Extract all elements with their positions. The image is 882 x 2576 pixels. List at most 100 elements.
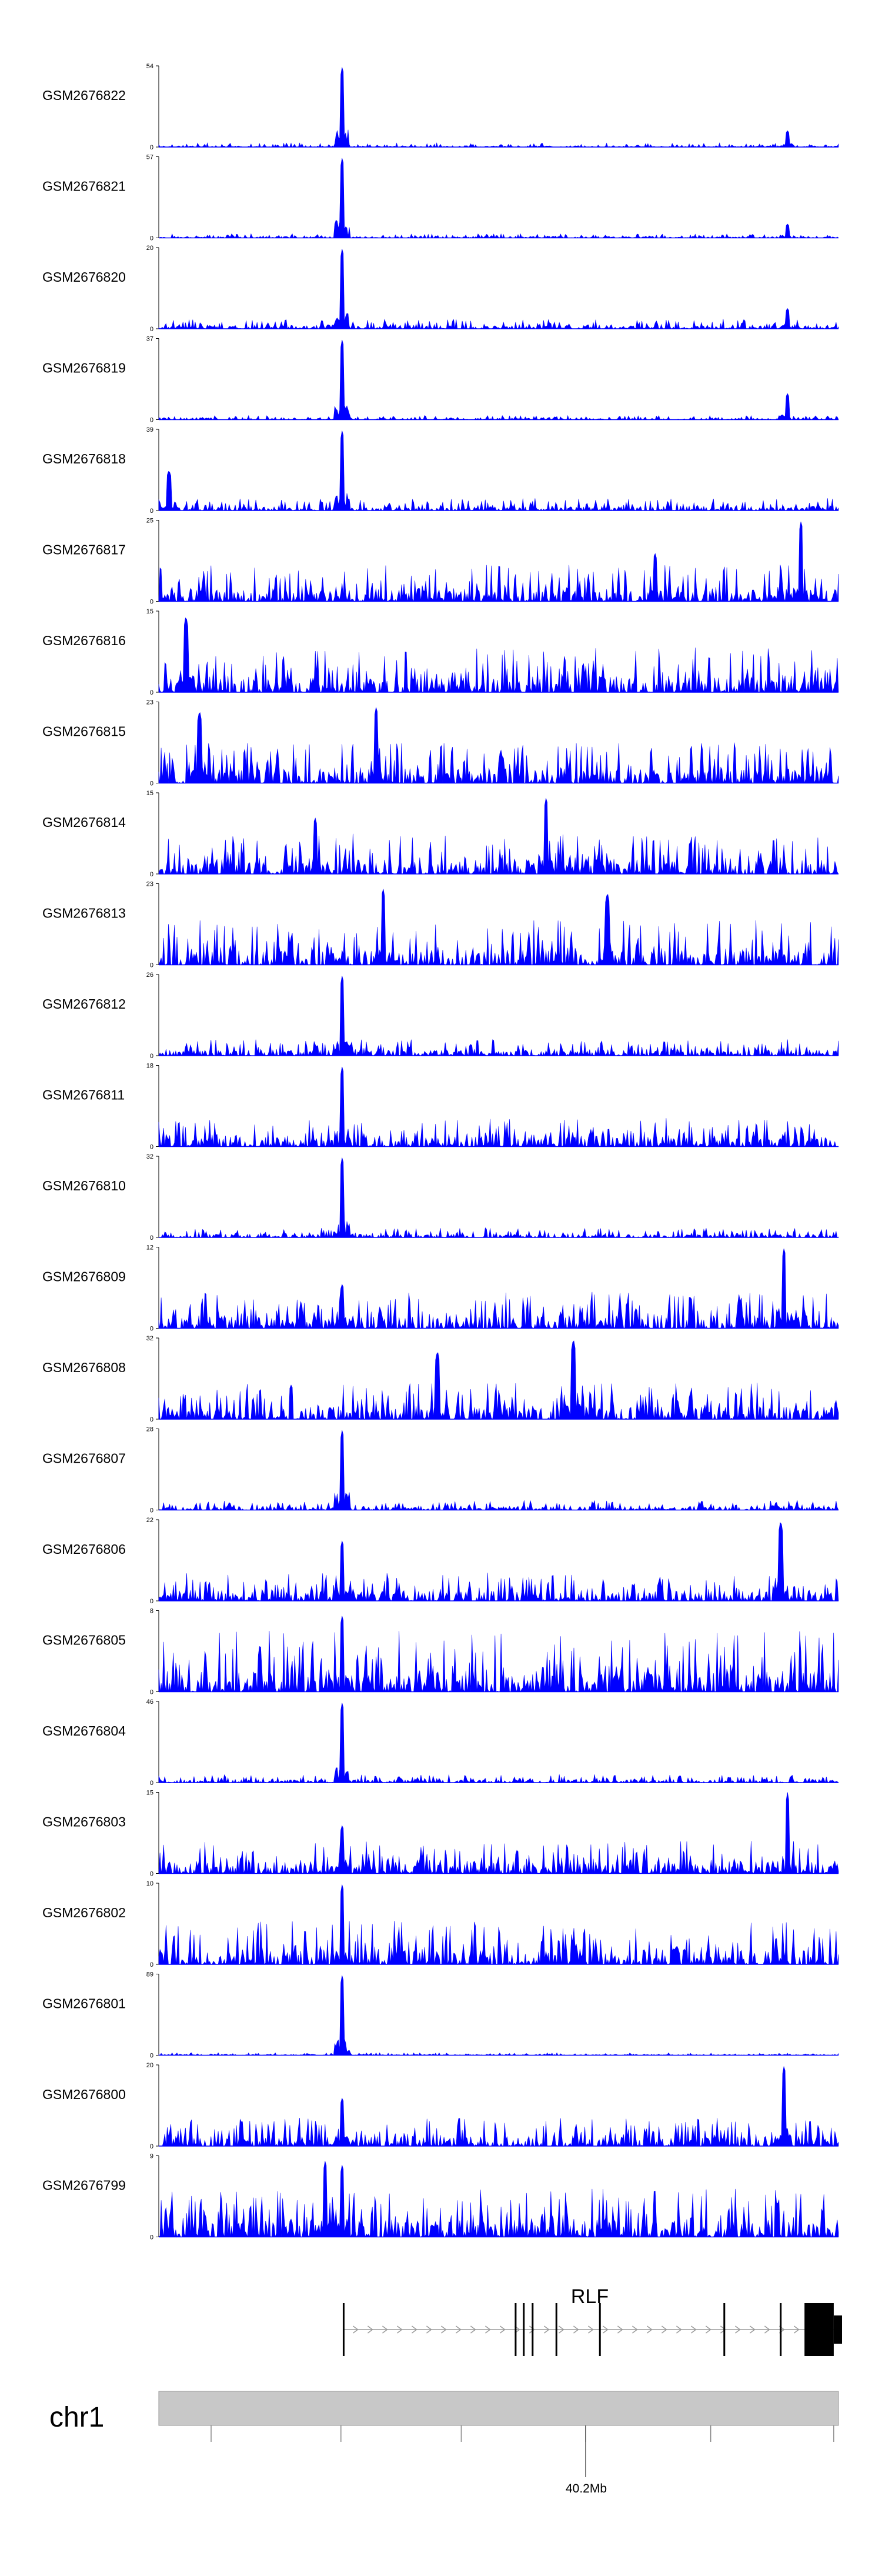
track-label: GSM2676810 [42,1178,126,1193]
y-tick-label-max: 25 [146,518,153,525]
gene-exon [599,2303,601,2356]
gene-exon [555,2303,557,2356]
track-GSM2676806: GSM2676806 22 0 [42,1517,839,1605]
y-tick-label-max: 15 [146,1790,153,1797]
track-label: GSM2676814 [42,815,126,830]
gene-exon [514,2303,517,2356]
gene-exon [723,2303,726,2356]
strand-arrow [367,2325,373,2334]
y-tick-label-max: 9 [150,2153,153,2160]
y-tick-label-min: 0 [150,1507,153,1514]
y-tick-label-max: 23 [146,881,153,888]
y-tick-label-min: 0 [150,1326,153,1333]
track-GSM2676820: GSM2676820 20 0 [42,245,839,333]
signal-area [158,1340,839,1420]
track-GSM2676815: GSM2676815 23 0 [42,699,839,788]
track-label: GSM2676808 [42,1360,126,1375]
y-tick-label-max: 20 [146,2062,153,2069]
y-tick-label-max: 20 [146,245,153,252]
track-label: GSM2676819 [42,360,126,375]
track-GSM2676812: GSM2676812 26 0 [42,972,839,1060]
strand-arrow [455,2325,462,2334]
track-label: GSM2676806 [42,1541,126,1557]
gene-exon [523,2303,525,2356]
y-tick-label-min: 0 [150,144,153,151]
track-GSM2676805: GSM2676805 8 0 [42,1608,839,1696]
signal-area [158,1157,839,1239]
track-GSM2676810: GSM2676810 32 0 [42,1153,839,1242]
y-tick-label-max: 15 [146,790,153,797]
signal-area [158,249,839,330]
strand-arrow [573,2325,579,2334]
y-tick-label-max: 37 [146,336,153,343]
strand-arrow [382,2325,388,2334]
strand-arrow [749,2325,756,2334]
track-GSM2676818: GSM2676818 39 0 [42,426,839,515]
track-GSM2676821: GSM2676821 57 0 [42,154,839,242]
strand-arrow [617,2325,623,2334]
signal-area [158,1616,839,1693]
y-tick-label-min: 0 [150,689,153,696]
signal-area [158,2066,839,2147]
track-label: GSM2676802 [42,1905,126,1920]
track-GSM2676804: GSM2676804 46 0 [42,1699,839,1787]
track-GSM2676808: GSM2676808 32 0 [42,1335,839,1423]
track-GSM2676813: GSM2676813 23 0 [42,881,839,969]
strand-arrow [793,2325,800,2334]
signal-area [158,617,839,693]
track-label: GSM2676812 [42,996,126,1012]
y-tick-label-min: 0 [150,780,153,788]
track-GSM2676816: GSM2676816 15 0 [42,608,839,696]
y-tick-label-max: 32 [146,1335,153,1342]
y-tick-label-max: 46 [146,1699,153,1706]
signal-area [158,1975,839,2056]
track-label: GSM2676800 [42,2087,126,2102]
y-tick-label-max: 54 [146,63,153,70]
track-GSM2676811: GSM2676811 18 0 [42,1063,839,1151]
track-label: GSM2676816 [42,633,126,648]
y-tick-label-min: 0 [150,1961,153,1968]
track-label: GSM2676817 [42,542,126,557]
y-tick-label-min: 0 [150,1871,153,1878]
track-label: GSM2676822 [42,88,126,103]
signal-area [158,1792,839,1874]
y-tick-label-max: 12 [146,1244,153,1252]
signal-area [158,976,839,1057]
track-GSM2676822: GSM2676822 54 0 [42,63,839,151]
strand-arrow [602,2325,609,2334]
signal-area [158,158,839,239]
y-tick-label-min: 0 [150,871,153,878]
track-GSM2676807: GSM2676807 28 0 [42,1426,839,1514]
y-tick-label-min: 0 [150,1598,153,1605]
y-tick-label-max: 15 [146,608,153,615]
y-tick-label-min: 0 [150,599,153,606]
y-tick-label-min: 0 [150,962,153,969]
gene-utr-tail [833,2315,842,2344]
y-tick-label-min: 0 [150,1416,153,1423]
track-GSM2676799: GSM2676799 9 0 [42,2153,839,2241]
track-GSM2676819: GSM2676819 37 0 [42,336,839,424]
y-tick-label-max: 10 [146,1880,153,1887]
strand-arrow [543,2325,550,2334]
chromosome-ideogram [158,2391,839,2426]
signal-area [158,1066,839,1147]
strand-arrow [426,2325,432,2334]
y-tick-label-max: 8 [150,1608,153,1615]
y-tick-label-min: 0 [150,1234,153,1242]
chromosome-track: chr1 40.2Mb [49,2391,839,2495]
y-tick-label-max: 39 [146,426,153,433]
track-GSM2676802: GSM2676802 10 0 [42,1880,839,1968]
strand-arrow [396,2325,403,2334]
strand-arrow [470,2325,476,2334]
track-label: GSM2676815 [42,723,126,739]
strand-arrow [529,2325,535,2334]
strand-arrow [485,2325,491,2334]
signal-area [158,2161,839,2238]
track-GSM2676801: GSM2676801 89 0 [42,1971,839,2060]
track-GSM2676814: GSM2676814 15 0 [42,790,839,878]
chromosome-label: chr1 [49,2402,104,2433]
y-tick-label-max: 89 [146,1971,153,1978]
signal-area [158,798,839,875]
signal-area [158,431,839,512]
